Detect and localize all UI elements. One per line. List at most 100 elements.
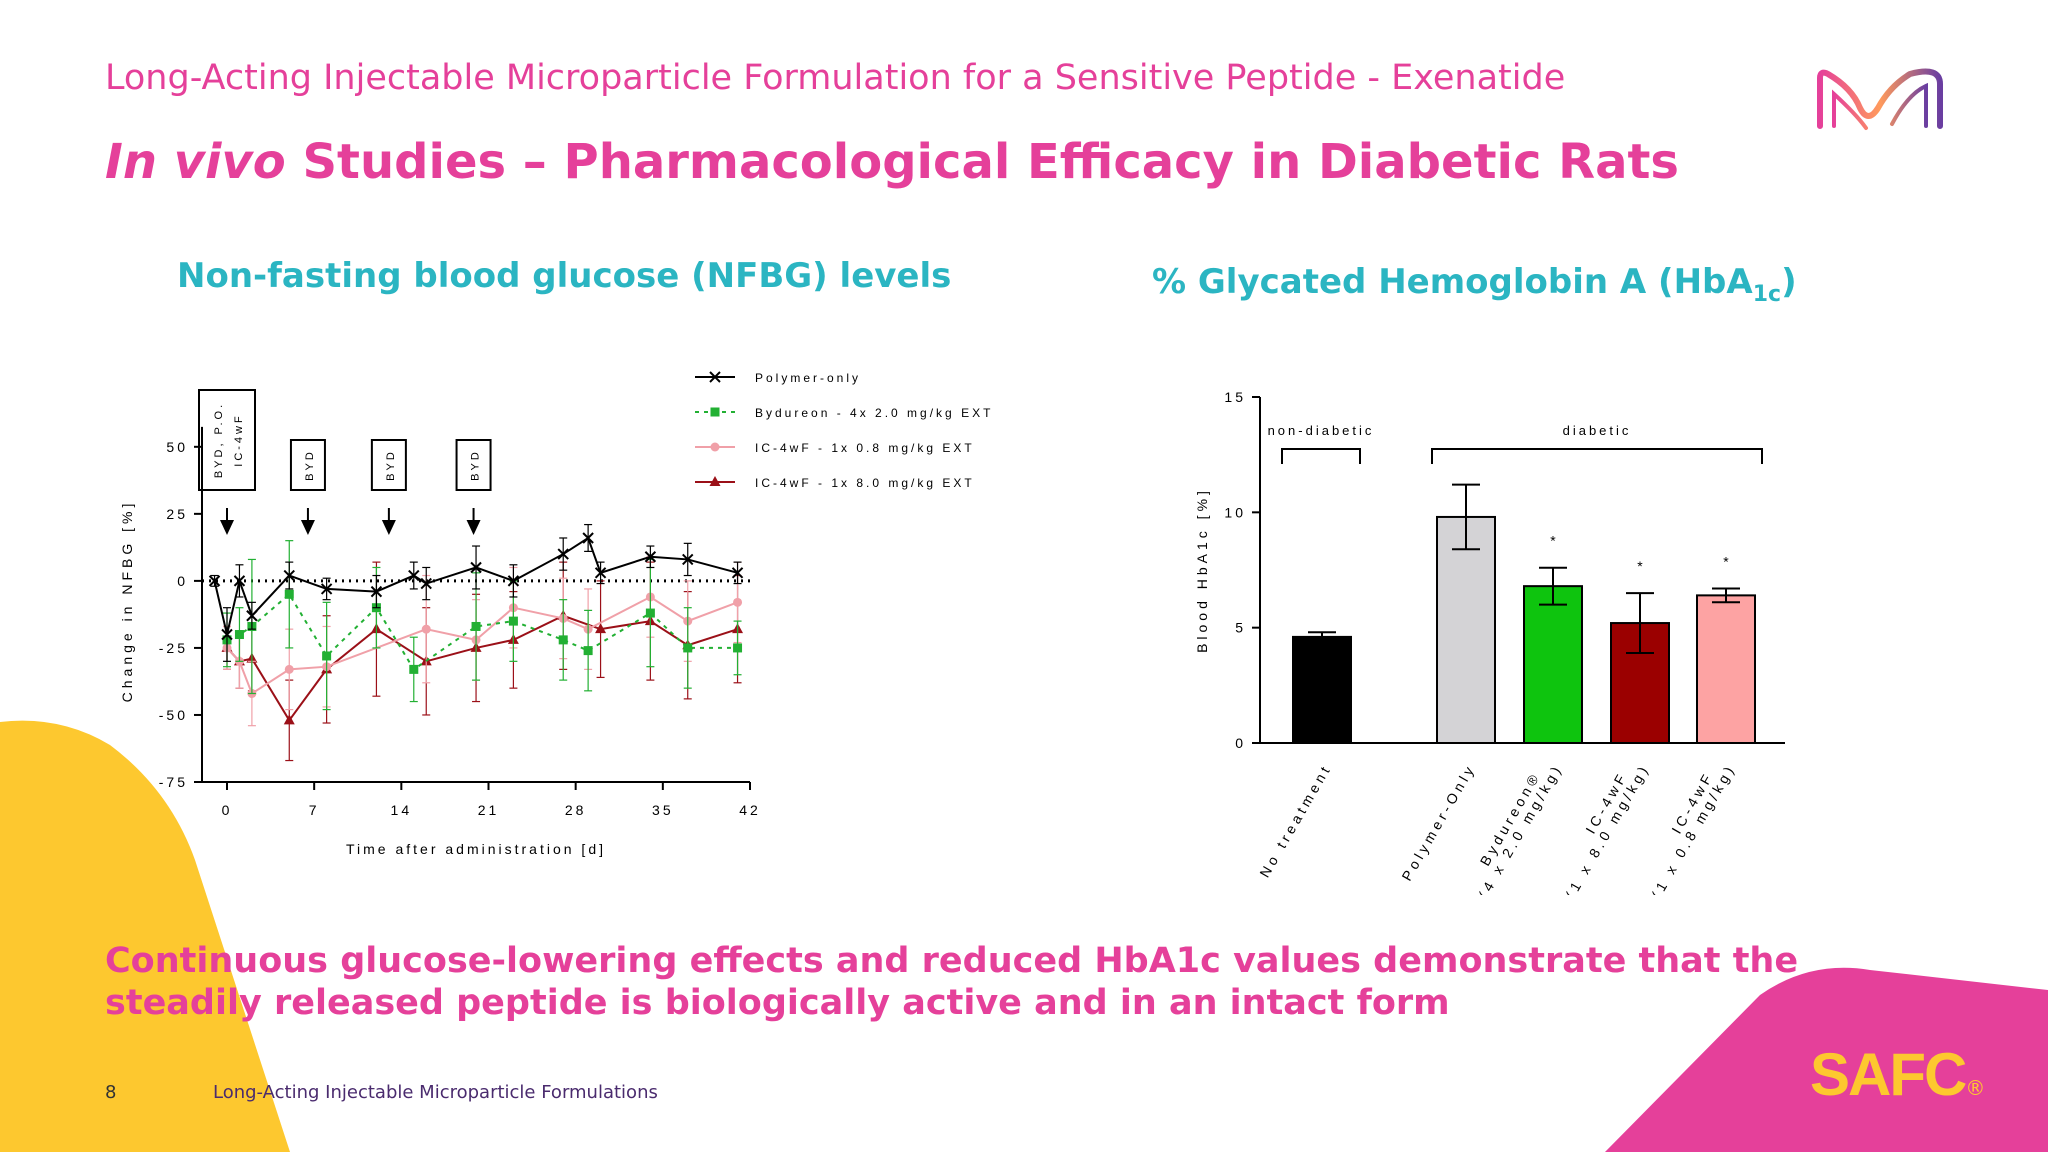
data-point: [421, 624, 431, 634]
y-tick-label: -25: [159, 640, 188, 656]
data-point: [283, 569, 295, 582]
data-point: [710, 442, 720, 452]
dosing-annotation: BYD: [289, 439, 326, 535]
significance-marker: *: [1550, 533, 1556, 549]
data-point: [557, 548, 569, 560]
magenta-blob: [1605, 967, 2048, 1152]
annotation-box: [198, 389, 256, 491]
annotation-box: [455, 439, 492, 491]
x-tick-label: 28: [565, 802, 587, 818]
data-point: [733, 643, 743, 653]
conclusion-text: Continuous glucose-lowering effects and …: [105, 941, 1799, 1023]
nfbg-line-chart: -75 -50 -25 0 25 50 0 7 14 21 28 35 42 Time after adm…: [119, 371, 993, 857]
legend-item: IC-4wF - 1x 0.8 mg/kg EXT: [695, 441, 972, 455]
y-tick-label: 50: [166, 439, 188, 455]
y-tick-label: -75: [159, 774, 188, 790]
data-point: [710, 407, 720, 417]
safc-brand: SAFC: [1810, 1041, 1967, 1108]
group-label: diabetic: [1563, 423, 1632, 438]
y-axis-label: Blood HbA1c [%]: [1194, 487, 1210, 653]
bar: [1436, 515, 1496, 744]
data-point: [408, 569, 420, 582]
nfbg-heading: Non-fasting blood glucose (NFBG) levels: [177, 256, 952, 296]
data-point: [582, 532, 594, 544]
hba1c-heading-main: % Glycated Hemoglobin A (HbA: [1152, 262, 1753, 302]
data-point: [221, 628, 233, 641]
data-point: [682, 553, 694, 566]
data-point: [420, 577, 432, 590]
annotation-arrow-head: [466, 520, 481, 535]
data-point: [320, 583, 333, 595]
bar-group: Polymer-Only: [1398, 483, 1496, 884]
footer-text: Long-Acting Injectable Microparticle For…: [213, 1082, 658, 1103]
annotation-arrow-head: [300, 520, 315, 535]
x-tick-label: 0: [222, 802, 233, 818]
legend-item: Bydureon - 4x 2.0 mg/kg EXT: [695, 406, 993, 420]
safc-logo: SAFC®: [1810, 1040, 1985, 1109]
series-line: [226, 595, 738, 696]
hba1c-bar-chart: 0 5 10 15 Blood HbA1c [%] non-diabetic diabeti…: [1194, 389, 1785, 896]
data-point: [733, 597, 743, 607]
annotation-label: BYD, P.O.: [213, 402, 225, 478]
bracket-line: [1431, 448, 1763, 464]
data-point: [594, 567, 607, 579]
x-axis-label: Time after administration [d]: [346, 841, 606, 857]
annotation-label: BYD: [470, 449, 482, 481]
safc-reg: ®: [1965, 1076, 1986, 1100]
category-label: No treatment: [1256, 761, 1334, 881]
data-point: [507, 575, 520, 587]
annotation-arrow-head: [381, 520, 396, 535]
category-label: (1 x 8.0 mg/kg): [1562, 761, 1653, 896]
significance-marker: *: [1637, 558, 1643, 574]
data-point: [645, 608, 655, 618]
annotation-box: [289, 439, 326, 491]
data-point: [208, 575, 221, 587]
y-axis-label: Change in NFBG [%]: [119, 500, 135, 703]
data-point: [508, 616, 518, 626]
slide-subtitle: Long-Acting Injectable Microparticle For…: [105, 58, 1566, 98]
series-line: [226, 592, 738, 671]
data-point: [233, 575, 246, 587]
legend-item: IC-4wF - 1x 8.0 mg/kg EXT: [695, 476, 975, 490]
dosing-annotation: BYD, P.O. IC-4wF: [198, 389, 256, 535]
data-point: [246, 610, 258, 622]
data-point: [471, 621, 481, 631]
yellow-blob: [0, 720, 290, 1152]
legend-label: Bydureon - 4x 2.0 mg/kg EXT: [755, 406, 993, 420]
y-tick-label: 15: [1224, 389, 1246, 405]
y-tick-label: -50: [159, 707, 188, 723]
data-point: [683, 643, 693, 653]
annotation-label: BYD: [304, 449, 316, 481]
significance-marker: *: [1723, 553, 1729, 569]
legend-item: Polymer-only: [695, 371, 858, 385]
x-tick-label: 35: [652, 802, 674, 818]
data-point: [558, 635, 568, 645]
data-point: [283, 714, 295, 725]
bar-group: No treatment: [1256, 631, 1352, 881]
x-tick-label: 21: [478, 802, 500, 818]
dosing-annotation: BYD: [370, 439, 407, 535]
category-label: (4 x 2.0 mg/kg): [1475, 761, 1566, 896]
legend-label: IC-4wF - 1x 8.0 mg/kg EXT: [755, 476, 975, 490]
series: [222, 540, 743, 711]
x-tick-label: 42: [739, 802, 761, 818]
bar: [1292, 635, 1352, 745]
bar: [1696, 594, 1756, 744]
dosing-annotation: BYD: [455, 439, 492, 535]
m-logo-icon: [1817, 68, 1943, 130]
series: [221, 561, 744, 762]
slide-title: In vivo Studies – Pharmacological Effica…: [105, 134, 1679, 190]
hba1c-heading-sub: 1c: [1752, 282, 1782, 307]
data-point: [322, 651, 332, 661]
data-point: [583, 646, 593, 656]
series: [208, 523, 744, 662]
annotation-label: IC-4wF: [233, 413, 245, 466]
data-point: [234, 630, 244, 640]
data-point: [644, 551, 657, 563]
y-tick-label: 0: [177, 573, 188, 589]
data-point: [370, 585, 383, 598]
y-tick-label: 25: [166, 506, 188, 522]
data-point: [409, 664, 419, 674]
data-point: [709, 371, 721, 383]
